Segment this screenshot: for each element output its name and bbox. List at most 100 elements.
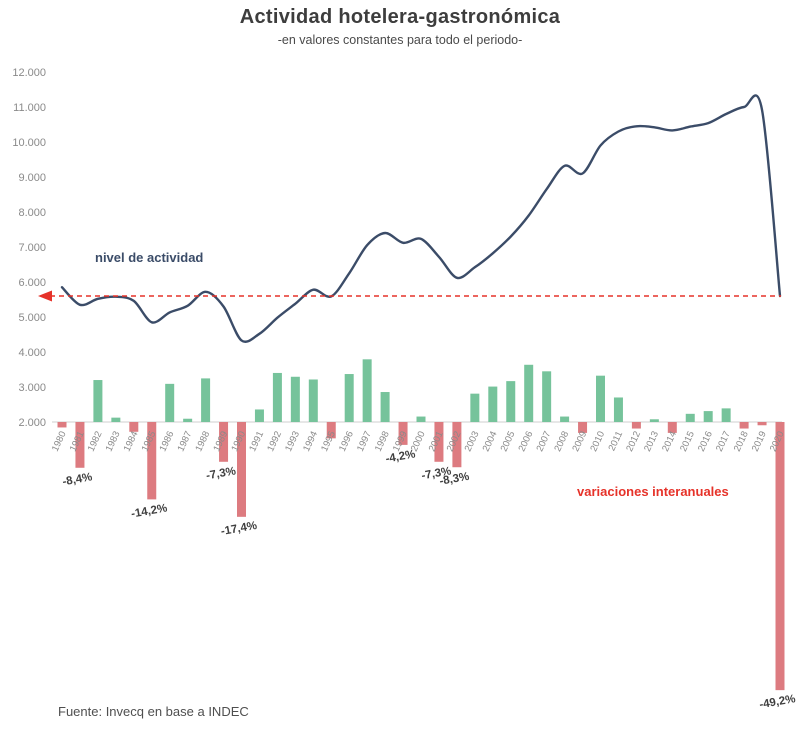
x-axis-year-label: 1986 [158,430,177,454]
variation-bar-2001 [434,422,444,462]
y-axis-tick-label: 12.000 [12,67,46,79]
variation-bar-1996 [344,374,354,422]
chart-subtitle: -en valores constantes para todo el peri… [277,33,523,47]
source-note: Fuente: Invecq en base a INDEC [58,704,249,719]
variation-bar-2005 [506,381,516,422]
variation-bar-1993 [290,376,300,422]
activity-line [60,94,782,343]
y-axis-tick-label: 4.000 [18,347,46,359]
variation-bar-1998 [380,392,390,422]
x-axis-year-label: 1983 [104,430,123,454]
x-axis-year-label: 1998 [373,430,392,454]
variation-bar-1990 [237,422,246,517]
line-series-label: nivel de actividad [95,250,204,265]
x-axis-year-label: 1996 [337,430,356,454]
annotation-label-2020: -49,2% [758,693,796,711]
x-axis-year-label: 2013 [642,430,661,454]
x-axis-year-label: 1988 [193,430,212,454]
variation-bar-2013 [649,419,659,422]
variation-bar-1981 [75,422,85,468]
annotation-label-1999: -4,2% [385,448,417,465]
x-axis-year-label: 1992 [265,430,284,454]
variation-bar-2014 [667,422,677,433]
y-axis-tick-label: 5.000 [18,312,46,324]
x-axis-year-label: 1997 [355,430,374,454]
x-axis-year-label: 2018 [732,430,751,454]
x-axis-year-label: 2003 [463,430,482,454]
x-axis-year-label: 1984 [122,430,141,454]
variation-bar-2016 [703,411,713,422]
x-axis-year-label: 1991 [247,430,266,454]
x-axis-year-label: 1994 [301,430,320,454]
reference-arrow-icon [38,290,52,302]
x-axis-year-label: 2017 [714,430,733,454]
variation-bar-2002 [452,422,462,468]
variation-bar-1986 [165,383,175,422]
variation-bar-2011 [613,397,623,422]
x-axis-year-label: 2011 [607,430,626,453]
y-axis-tick-label: 2.000 [18,417,46,429]
y-axis-tick-label: 7.000 [18,242,46,254]
variation-bar-1983 [111,417,121,422]
x-axis-year-label: 2006 [517,430,536,454]
chart-title: Actividad hotelera-gastronómica [239,6,561,28]
variation-bar-1992 [272,372,282,422]
variation-bar-2009 [578,422,588,433]
y-axis-tick-label: 3.000 [18,382,46,394]
variation-bar-2015 [685,413,695,422]
x-axis-year-label: 2019 [750,430,769,454]
annotation-label-1985: -14,2% [130,502,168,520]
variation-bar-1999 [398,422,408,445]
x-axis-year-label: 1980 [50,430,69,454]
variation-bar-1997 [362,359,372,422]
variation-bar-2007 [542,371,552,422]
x-axis-year-label: 2014 [660,430,679,454]
variation-bar-2010 [596,375,605,422]
variation-bar-2017 [721,408,731,422]
variation-bar-1987 [183,418,193,422]
variation-bar-2003 [470,393,480,422]
variation-bar-2020 [775,422,785,691]
x-axis-year-label: 2007 [534,430,553,454]
x-axis-year-label: 1993 [283,430,302,454]
bar-series-label: variaciones interanuales [577,484,729,499]
annotation-label-1981: -8,4% [62,471,94,488]
variation-bar-1984 [129,422,139,432]
variation-bar-2018 [739,422,749,429]
x-axis-year-label: 1995 [319,430,338,454]
variation-bar-1989 [219,422,229,462]
variation-bar-1994 [308,379,318,422]
variation-bar-1991 [254,409,264,422]
y-axis-tick-label: 11.000 [13,102,46,114]
x-axis-year-label: 2015 [678,430,697,454]
variation-bar-2006 [524,364,534,422]
x-axis-year-label: 2010 [588,430,607,454]
variation-bar-2019 [757,422,767,426]
x-axis-year-label: 2005 [499,430,518,454]
variation-bar-1988 [201,378,211,422]
annotation-label-2002: -8,3% [439,471,471,488]
x-axis-year-label: 2012 [624,430,643,454]
x-axis-year-label: 2016 [696,430,715,454]
variation-bar-1985 [147,422,157,500]
y-axis-tick-label: 9.000 [18,172,46,184]
x-axis-year-label: 2009 [570,430,589,454]
annotation-label-2001: -7,3% [421,465,453,482]
y-axis-tick-label: 6.000 [18,277,46,289]
variation-bar-2000 [416,416,426,422]
variation-bar-1980 [57,422,67,428]
x-axis-year-label: 1987 [175,430,194,454]
variation-bar-2004 [488,386,498,422]
variation-bar-2008 [560,416,570,422]
x-axis-year-label: 1982 [86,430,105,454]
annotation-label-1989: -7,3% [205,465,237,482]
x-axis-year-label: 2004 [481,430,500,454]
variation-bar-2012 [631,422,641,429]
variation-bar-1982 [93,380,103,422]
variation-bar-1995 [326,422,336,439]
y-axis-tick-label: 10.000 [12,137,46,149]
x-axis-year-label: 2008 [552,430,571,454]
annotation-label-1990: -17,4% [220,520,258,538]
